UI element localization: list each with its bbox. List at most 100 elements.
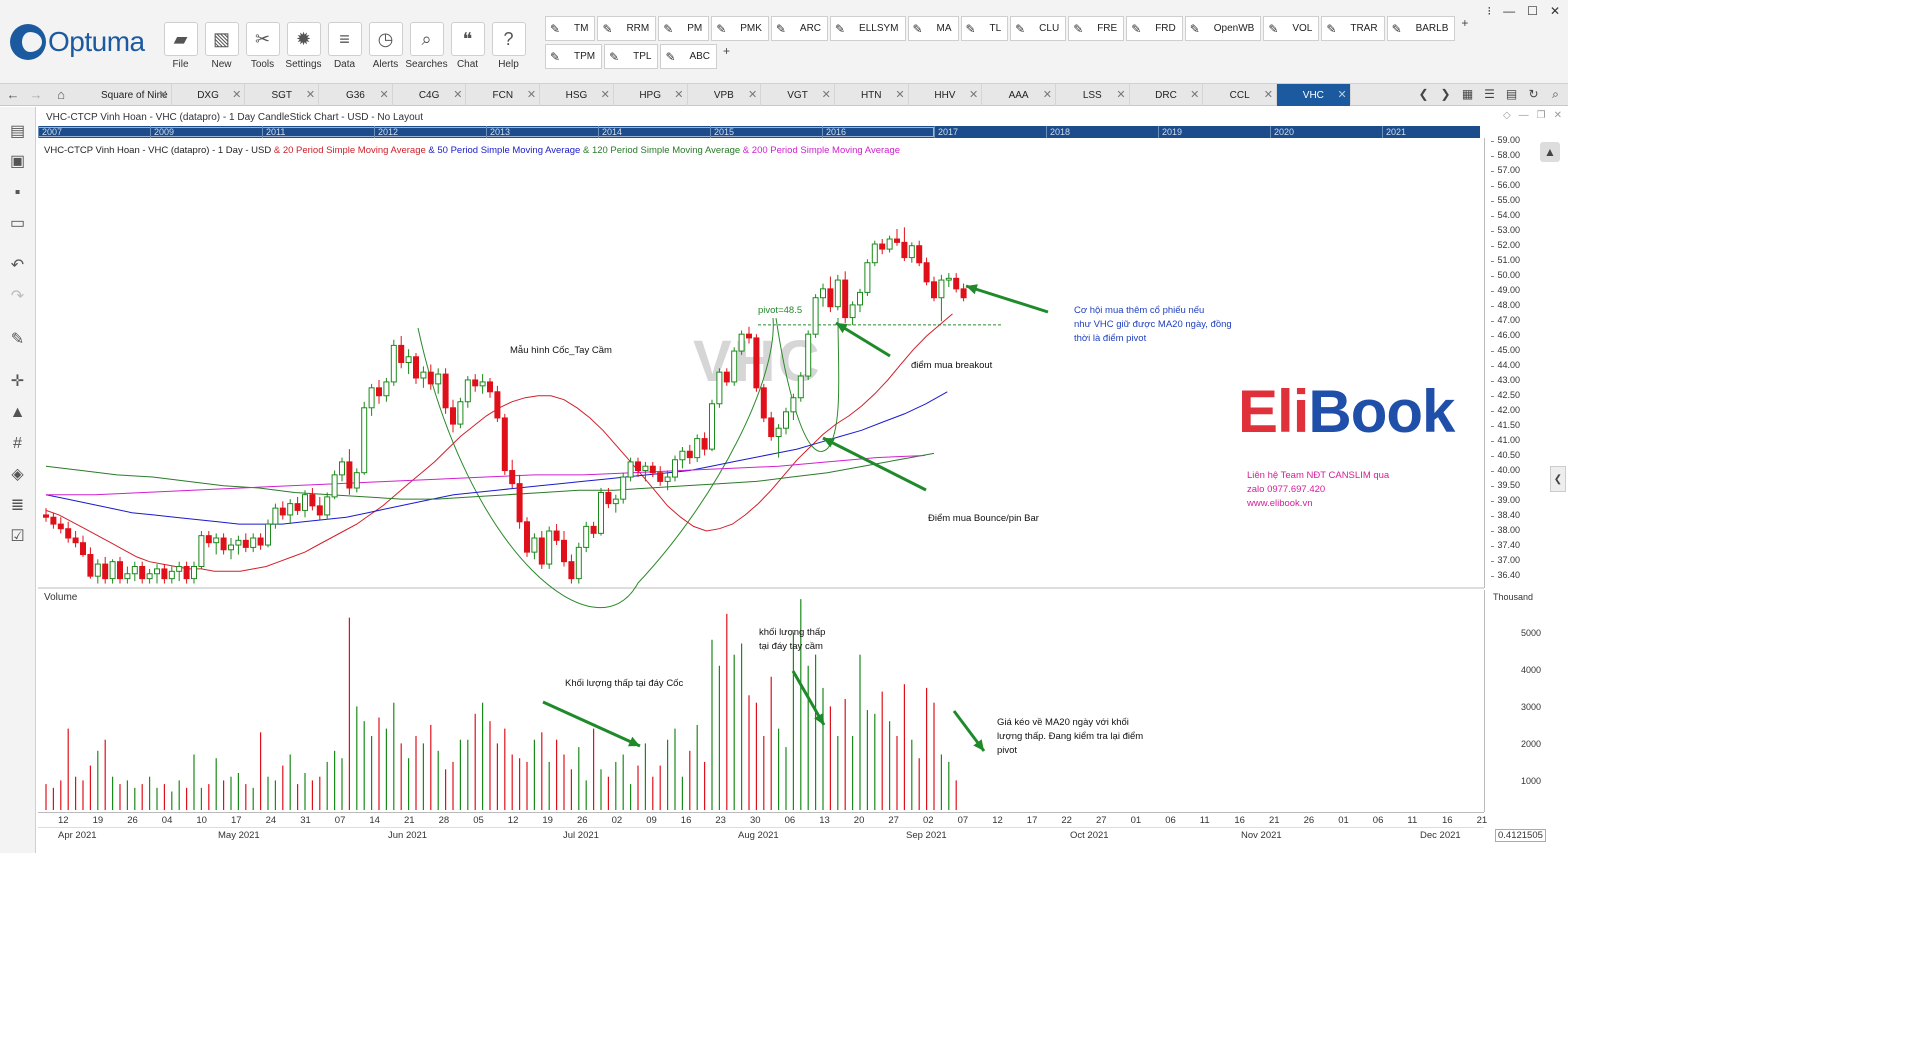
redo-icon[interactable]: ↷ (10, 288, 25, 305)
help-button[interactable]: ? Help (488, 22, 529, 74)
tool-vol-button[interactable]: ✎ VOL (1263, 16, 1320, 41)
chart-minimize-button[interactable]: — (1518, 110, 1529, 121)
tab-drc[interactable]: DRC ✕ (1130, 84, 1204, 106)
tool-rrm-button[interactable]: ✎ RRM (597, 16, 657, 41)
tab-dxg[interactable]: DXG ✕ (172, 84, 246, 106)
wrench-icon[interactable]: ✎ (10, 331, 25, 348)
tab-ccl[interactable]: CCL ✕ (1203, 84, 1277, 106)
close-tab-icon[interactable]: ✕ (1116, 89, 1126, 101)
legend-item[interactable]: & 120 Period Simple Moving Average (580, 145, 741, 156)
alerts-button[interactable]: ◷ Alerts (365, 22, 406, 74)
close-tab-icon[interactable]: ✕ (1042, 89, 1052, 101)
close-tab-icon[interactable]: ✕ (1190, 89, 1200, 101)
tab-sgt[interactable]: SGT ✕ (245, 84, 320, 106)
searches-button[interactable]: ⌕ Searches (405, 22, 448, 74)
tool-abc-button[interactable]: ✎ ABC (660, 44, 718, 69)
tool-ellsym-button[interactable]: ✎ ELLSYM (830, 16, 906, 41)
axis-lock-icon[interactable]: ▲ (1540, 142, 1560, 162)
diamond-icon[interactable]: ◇ (1502, 110, 1511, 121)
tab-g36[interactable]: G36 ✕ (319, 84, 393, 106)
undo-icon[interactable]: ↶ (10, 257, 25, 274)
forward-arrow-icon[interactable]: → (29, 87, 43, 102)
tab-hhv[interactable]: HHV ✕ (909, 84, 983, 106)
date-axis[interactable]: 12 19 26 04 10 17 24 31 07 14 21 28 05 12 19 26 02 09 16 23… (38, 812, 1487, 853)
tab-square-of-nine[interactable]: Square of Nine ✕ (98, 84, 172, 106)
tab-aaa[interactable]: AAA ✕ (982, 84, 1056, 106)
close-tab-icon[interactable]: ✕ (747, 89, 758, 101)
maximize-button[interactable]: ☐ (1527, 4, 1538, 18)
layout-icon[interactable]: ▦ (1461, 87, 1474, 101)
add-tool-icon[interactable]: + (1461, 16, 1469, 30)
chat-button[interactable]: ❝ Chat (447, 22, 488, 74)
open-folder-icon[interactable]: ▣ (9, 153, 26, 170)
legend-item[interactable]: & 200 Period Simple Moving Average (740, 145, 901, 156)
tool-pmk-button[interactable]: ✎ PMK (711, 16, 769, 41)
tools-button[interactable]: ✂ Tools (242, 22, 283, 74)
chart-close-button[interactable]: ✕ (1553, 110, 1562, 121)
volume-axis[interactable]: Thousand 5000 4000 3000 2000 1000 (1484, 590, 1568, 812)
legend-item[interactable]: & 20 Period Simple Moving Average (271, 145, 426, 156)
tab-hsg[interactable]: HSG ✕ (540, 84, 614, 106)
lock-icon[interactable]: ▲ (9, 404, 26, 421)
data-button[interactable]: ≡ Data (324, 22, 365, 74)
tab-htn[interactable]: HTN ✕ (835, 84, 909, 106)
settings-button[interactable]: ✹ Settings (283, 22, 324, 74)
tool-frd-button[interactable]: ✎ FRD (1126, 16, 1183, 41)
close-tab-icon[interactable]: ✕ (895, 89, 905, 101)
close-tab-icon[interactable]: ✕ (453, 89, 463, 101)
new-button[interactable]: ▧ New (201, 22, 242, 74)
close-tab-icon[interactable]: ✕ (1263, 89, 1273, 101)
search-icon[interactable]: ⌕ (1552, 87, 1559, 101)
minimize-button[interactable]: — (1503, 4, 1516, 18)
tool-arc-button[interactable]: ✎ ARC (770, 16, 829, 41)
tool-tl-button[interactable]: ✎ TL (960, 16, 1009, 41)
close-tab-icon[interactable]: ✕ (969, 89, 979, 101)
close-tab-icon[interactable]: ✕ (305, 89, 316, 101)
history-timeline[interactable]: 2007 2009 2011 2012 2013 2014 2015 2016 2017 2018… (38, 126, 1480, 138)
close-button[interactable]: ✕ (1549, 4, 1560, 18)
close-tab-icon[interactable]: ✕ (600, 89, 610, 101)
legend-item[interactable]: & 50 Period Simple Moving Average (425, 145, 581, 156)
tool-tm-button[interactable]: ✎ TM (545, 16, 596, 41)
crosshair-icon[interactable]: ✛ (10, 373, 25, 390)
print-icon[interactable]: ▭ (9, 215, 26, 232)
home-icon[interactable]: ⌂ (57, 87, 65, 102)
chevron-right-icon[interactable]: ❯ (1440, 87, 1451, 101)
tab-c4g[interactable]: C4G ✕ (393, 84, 467, 106)
expand-panel-arrow-icon[interactable]: ❮ (1550, 466, 1566, 492)
tool-barlb-button[interactable]: ✎ BARLB (1386, 16, 1456, 41)
tab-fcn[interactable]: FCN ✕ (466, 84, 541, 106)
price-axis[interactable]: 59.00 58.00 57.00 56.00 55.00 54.00 53.00 52.00… (1484, 135, 1534, 588)
chart-plot-area[interactable] (38, 138, 1484, 812)
grid-icon[interactable]: ▤ (1505, 87, 1518, 101)
more-options-icon[interactable]: ⁝ (1487, 4, 1492, 18)
notes-icon[interactable]: ≣ (10, 497, 25, 514)
tool-trar-button[interactable]: ✎ TRAR (1321, 16, 1385, 41)
tool-tpm-button[interactable]: ✎ TPM (545, 44, 603, 69)
list-icon[interactable]: ☰ (1484, 87, 1495, 101)
chart-restore-button[interactable]: ❐ (1536, 110, 1546, 121)
close-tab-icon[interactable]: ✕ (379, 89, 389, 101)
close-tab-icon[interactable]: ✕ (821, 89, 831, 101)
tool-tpl-button[interactable]: ✎ TPL (604, 44, 659, 69)
chevron-left-icon[interactable]: ❮ (1418, 87, 1429, 101)
tab-vgt[interactable]: VGT ✕ (761, 84, 835, 106)
add-tool-icon[interactable]: + (723, 44, 731, 58)
tab-lss[interactable]: LSS ✕ (1056, 84, 1130, 106)
tool-openwb-button[interactable]: ✎ OpenWB (1184, 16, 1262, 41)
file-button[interactable]: ▰ File (160, 22, 201, 74)
tool-clu-button[interactable]: ✎ CLU (1010, 16, 1067, 41)
tab-vpb[interactable]: VPB ✕ (688, 84, 762, 106)
tool-fre-button[interactable]: ✎ FRE (1068, 16, 1125, 41)
close-tab-icon[interactable]: ✕ (526, 89, 537, 101)
tool-pm-button[interactable]: ✎ PM (658, 16, 710, 41)
close-tab-icon[interactable]: ✕ (158, 89, 168, 101)
tab-vhc[interactable]: VHC ✕ (1277, 84, 1351, 106)
education-icon[interactable]: ◈ (11, 466, 24, 483)
document-icon[interactable]: ▤ (9, 123, 26, 140)
close-tab-icon[interactable]: ✕ (232, 89, 242, 101)
refresh-icon[interactable]: ↻ (1528, 87, 1539, 101)
close-tab-icon[interactable]: ✕ (674, 89, 684, 101)
grid-lines-icon[interactable]: # (13, 435, 22, 452)
tool-ma-button[interactable]: ✎ MA (907, 16, 959, 41)
